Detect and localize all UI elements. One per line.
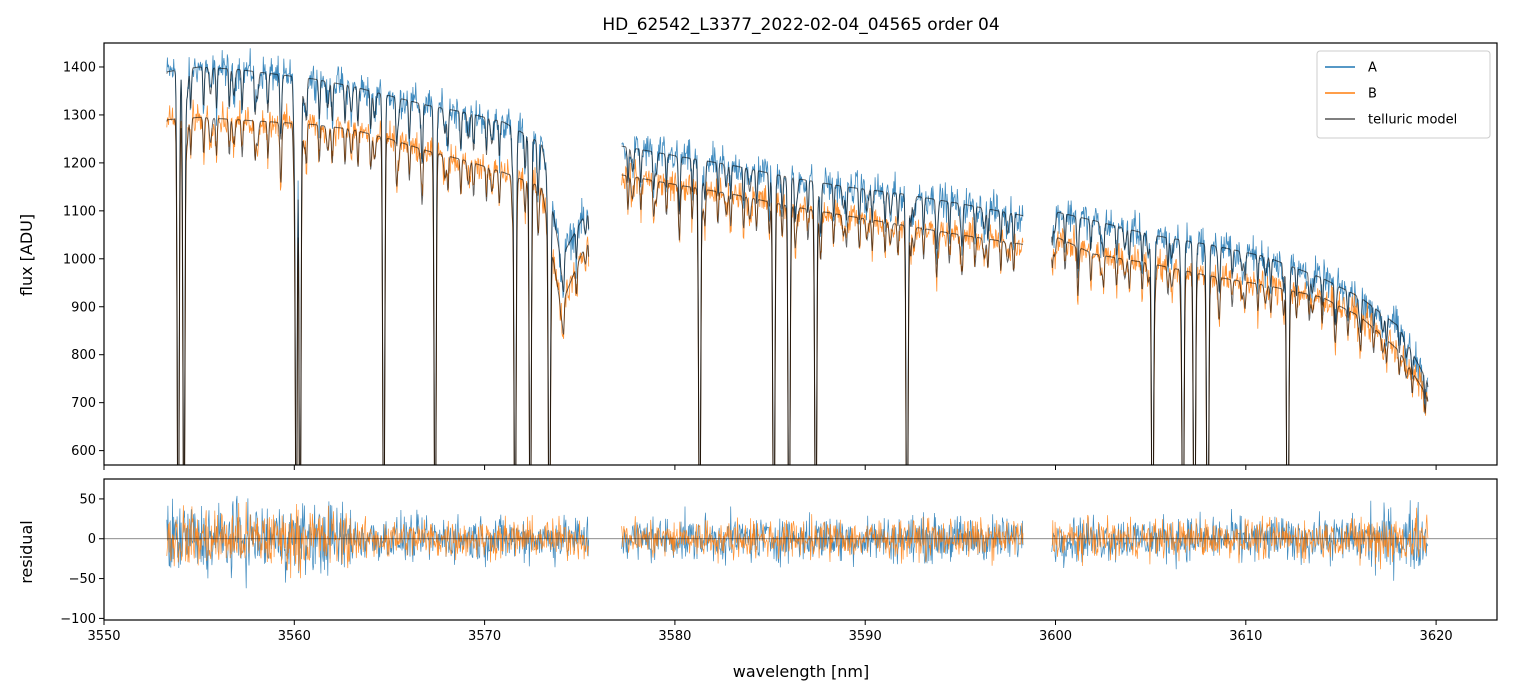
- chart-title: HD_62542_L3377_2022-02-04_04565 order 04: [602, 15, 999, 35]
- residual-x-tick-label: 3570: [468, 629, 501, 644]
- y-axis-label-residual: residual: [17, 520, 36, 583]
- flux-y-tick-label: 700: [71, 396, 96, 411]
- flux-y-tick-label: 1100: [63, 204, 96, 219]
- residual-x-tick-label: 3550: [87, 629, 120, 644]
- residual-B-line: [166, 501, 1429, 579]
- y-axis-label-flux: flux [ADU]: [17, 214, 36, 296]
- flux-axes: 600 700 800 900 1000 1100 1200 1300 1400: [63, 42, 1498, 470]
- legend-label-0: A: [1368, 61, 1377, 76]
- residual-x-tick-label: 3620: [1420, 629, 1453, 644]
- residual-x-tick-label: 3600: [1039, 629, 1072, 644]
- flux-y-tick-label: 1000: [63, 252, 96, 267]
- residual-axes: 50 0 −50 −100 3550 3560 3570 3580 3590 3600 3610 3…: [60, 478, 1498, 644]
- residual-x-tick-label: 3580: [658, 629, 691, 644]
- legend-box: [1316, 50, 1491, 139]
- flux-y-tick-label: 800: [71, 348, 96, 363]
- residual-y-tick-label: −50: [69, 572, 96, 587]
- legend-label-1: B: [1368, 87, 1377, 102]
- residual-y-tick-label: 50: [79, 492, 96, 507]
- legend-label-2: telluric model: [1368, 113, 1457, 128]
- telluric-model-B-line: [166, 116, 1429, 465]
- telluric-model-A-line: [166, 66, 1429, 465]
- residual-y-tick-label: −100: [60, 612, 96, 627]
- residual-x-tick-label: 3560: [278, 629, 311, 644]
- residual-x-tick-label: 3610: [1229, 629, 1262, 644]
- flux-y-tick-label: 1300: [63, 108, 96, 123]
- residual-y-tick-label: 0: [88, 532, 96, 547]
- residual-x-tick-label: 3590: [849, 629, 882, 644]
- flux-y-tick-label: 1200: [63, 156, 96, 171]
- flux-y-tick-label: 1400: [63, 60, 96, 75]
- flux-y-tick-label: 900: [71, 300, 96, 315]
- flux-y-tick-label: 600: [71, 444, 96, 459]
- x-axis-label: wavelength [nm]: [733, 662, 870, 681]
